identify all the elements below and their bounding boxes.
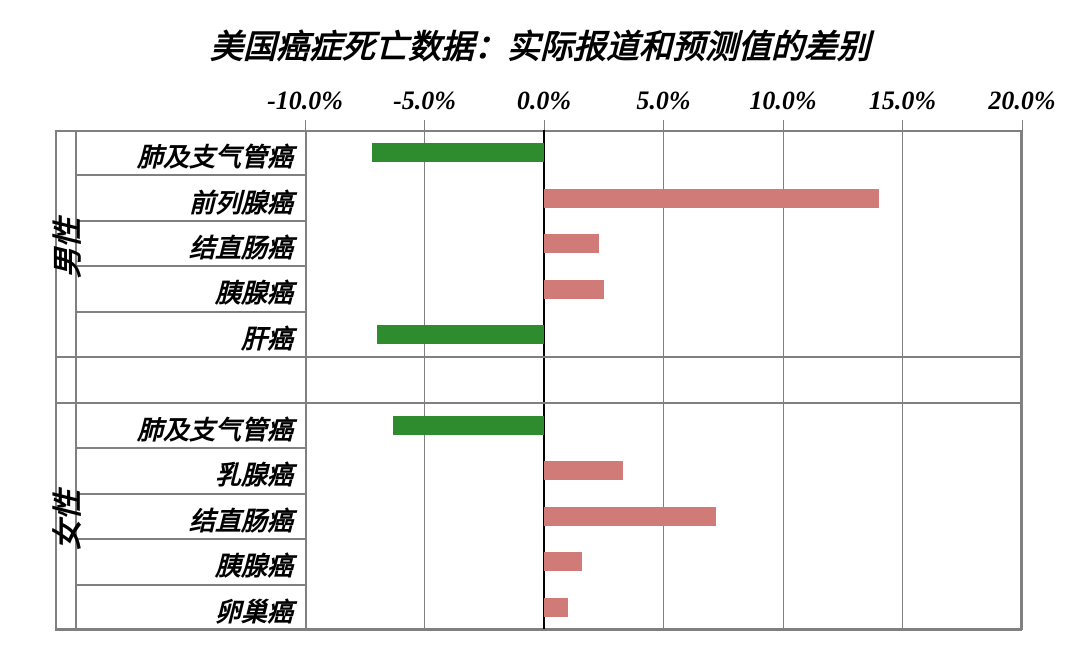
row-label: 肺及支气管癌 (75, 410, 293, 447)
bar (544, 552, 582, 571)
x-axis-tick-label: 10.0% (723, 86, 843, 116)
row-divider (75, 265, 305, 267)
x-axis-tick-label: 20.0% (962, 86, 1080, 116)
bar (377, 325, 544, 344)
group-bottom-line (55, 356, 1022, 358)
row-divider (75, 220, 305, 222)
bar (544, 234, 599, 253)
x-axis-tick-label: 5.0% (604, 86, 724, 116)
row-label: 结直肠癌 (75, 228, 293, 265)
group-bottom-line (55, 629, 1022, 631)
bar (544, 461, 623, 480)
x-axis-tick-label: 15.0% (843, 86, 963, 116)
row-label: 胰腺癌 (75, 546, 293, 583)
gridline-vertical (424, 130, 425, 630)
x-axis-tick (544, 120, 545, 130)
row-divider (75, 174, 305, 176)
group-top-line (55, 402, 1022, 404)
bar (544, 189, 879, 208)
x-axis-tick-label: -10.0% (245, 86, 365, 116)
row-label: 肝癌 (75, 319, 293, 356)
x-axis-tick (305, 120, 306, 130)
x-axis-tick (902, 120, 903, 130)
x-axis-tick (663, 120, 664, 130)
chart-title: 美国癌症死亡数据：实际报道和预测值的差别 (0, 20, 1080, 68)
row-divider (75, 493, 305, 495)
row-label: 结直肠癌 (75, 501, 293, 538)
bar (372, 143, 544, 162)
row-label: 肺及支气管癌 (75, 137, 293, 174)
x-axis-tick (783, 120, 784, 130)
row-divider (75, 584, 305, 586)
bar (544, 598, 568, 617)
row-divider (75, 538, 305, 540)
row-label: 乳腺癌 (75, 455, 293, 492)
gridline-vertical (902, 130, 903, 630)
bar (393, 416, 544, 435)
bar (544, 280, 604, 299)
row-label: 前列腺癌 (75, 183, 293, 220)
x-axis-tick-label: -5.0% (365, 86, 485, 116)
x-axis-tick-label: 0.0% (484, 86, 604, 116)
gridline-vertical (1022, 130, 1023, 630)
row-label: 胰腺癌 (75, 273, 293, 310)
row-label: 卵巢癌 (75, 592, 293, 629)
x-axis-tick (1022, 120, 1023, 130)
group-label: 女性 (43, 460, 87, 580)
bar (544, 507, 716, 526)
row-divider (75, 447, 305, 449)
label-col-right-separator (305, 130, 307, 630)
group-label: 男性 (43, 188, 87, 308)
row-divider (75, 311, 305, 313)
x-axis-tick (424, 120, 425, 130)
